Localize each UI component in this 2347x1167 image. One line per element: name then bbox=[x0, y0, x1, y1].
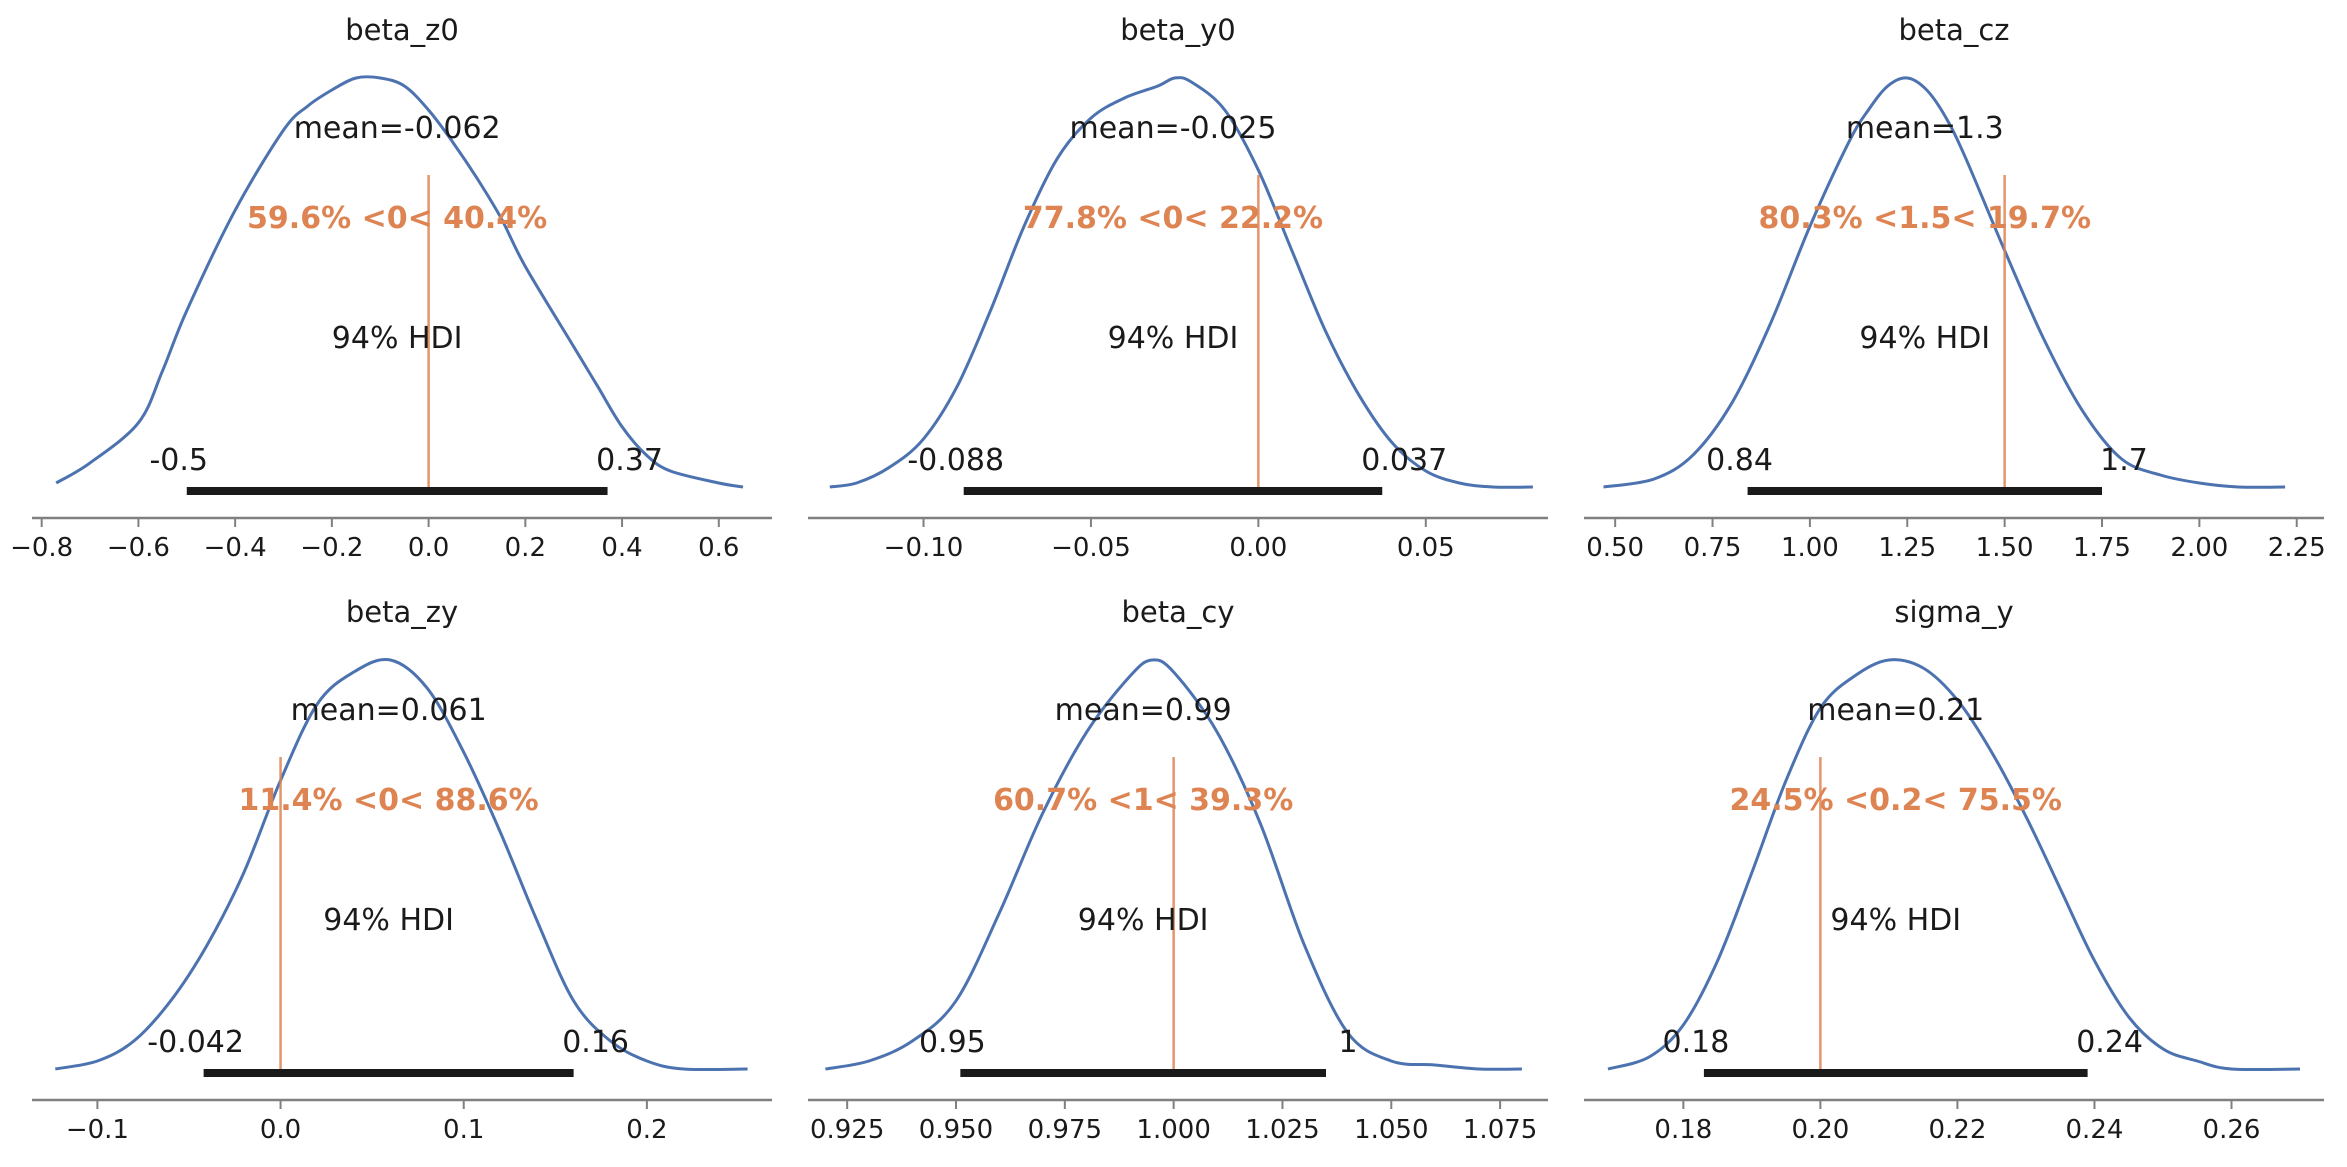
hdi-lower-label: -0.5 bbox=[149, 443, 208, 478]
x-tick-label: 0.0 bbox=[260, 1115, 301, 1145]
density-curve bbox=[55, 657, 748, 1072]
hdi-upper-label: 1 bbox=[1338, 1025, 1357, 1060]
x-tick-label: 2.00 bbox=[2170, 533, 2228, 563]
mean-label: mean=0.21 bbox=[1807, 693, 1984, 728]
hdi-lower-label: 0.18 bbox=[1663, 1025, 1730, 1060]
x-tick-label: 1.075 bbox=[1463, 1115, 1537, 1145]
panel-title: beta_cy bbox=[1122, 595, 1235, 629]
posterior-panel-beta_z0: beta_z0 mean=-0.062 59.6% <0< 40.4% 94% HDI… bbox=[10, 13, 772, 563]
x-tick-label: 1.025 bbox=[1245, 1115, 1319, 1145]
panel-title: beta_z0 bbox=[345, 13, 459, 47]
x-tick-label: 0.22 bbox=[1928, 1115, 1986, 1145]
panel-title: beta_cz bbox=[1898, 13, 2009, 47]
reference-percent-label: 80.3% <1.5< 19.7% bbox=[1759, 201, 2091, 236]
hdi-label: 94% HDI bbox=[1830, 903, 1961, 938]
reference-percent-label: 59.6% <0< 40.4% bbox=[247, 201, 547, 236]
reference-percent-label: 24.5% <0.2< 75.5% bbox=[1730, 783, 2062, 818]
x-tick-label: −0.05 bbox=[1051, 533, 1131, 563]
posterior-panel-sigma_y: sigma_y mean=0.21 24.5% <0.2< 75.5% 94% HDI… bbox=[1584, 595, 2324, 1145]
mean-label: mean=0.99 bbox=[1055, 693, 1232, 728]
x-tick-label: 1.000 bbox=[1136, 1115, 1210, 1145]
x-tick-label: −0.4 bbox=[204, 533, 267, 563]
x-tick-label: 1.75 bbox=[2073, 533, 2131, 563]
reference-percent-label: 60.7% <1< 39.3% bbox=[993, 783, 1293, 818]
x-tick-label: 0.0 bbox=[408, 533, 449, 563]
x-tick-label: −0.2 bbox=[300, 533, 363, 563]
x-tick-label: 1.00 bbox=[1781, 533, 1839, 563]
reference-percent-label: 77.8% <0< 22.2% bbox=[1023, 201, 1323, 236]
mean-label: mean=-0.062 bbox=[294, 111, 501, 146]
density-curve bbox=[1607, 658, 2301, 1072]
hdi-lower-label: 0.84 bbox=[1706, 443, 1773, 478]
x-tick-label: 0.1 bbox=[443, 1115, 484, 1145]
hdi-upper-label: 0.037 bbox=[1361, 443, 1447, 478]
x-tick-label: 1.050 bbox=[1354, 1115, 1428, 1145]
x-tick-label: −0.1 bbox=[66, 1115, 129, 1145]
hdi-label: 94% HDI bbox=[332, 321, 463, 356]
hdi-lower-label: -0.088 bbox=[907, 443, 1004, 478]
x-tick-label: 0.2 bbox=[626, 1115, 667, 1145]
hdi-label: 94% HDI bbox=[1078, 903, 1209, 938]
x-tick-label: 0.925 bbox=[810, 1115, 884, 1145]
density-curve bbox=[1603, 76, 2286, 489]
posterior-panel-beta_cz: beta_cz mean=1.3 80.3% <1.5< 19.7% 94% HDI 0… bbox=[1584, 13, 2326, 563]
hdi-label: 94% HDI bbox=[323, 903, 454, 938]
density-curve bbox=[55, 75, 744, 489]
hdi-upper-label: 0.37 bbox=[596, 443, 663, 478]
x-tick-label: −0.6 bbox=[107, 533, 170, 563]
x-tick-label: 0.24 bbox=[2066, 1115, 2124, 1145]
hdi-upper-label: 0.16 bbox=[562, 1025, 629, 1060]
x-tick-label: 2.25 bbox=[2268, 533, 2326, 563]
x-tick-label: 0.6 bbox=[698, 533, 739, 563]
x-tick-label: 0.20 bbox=[1791, 1115, 1849, 1145]
reference-percent-label: 11.4% <0< 88.6% bbox=[239, 783, 539, 818]
hdi-lower-label: -0.042 bbox=[147, 1025, 244, 1060]
posterior-panel-beta_zy: beta_zy mean=0.061 11.4% <0< 88.6% 94% HDI -… bbox=[32, 595, 772, 1145]
x-tick-label: 0.50 bbox=[1586, 533, 1644, 563]
x-tick-label: −0.10 bbox=[884, 533, 964, 563]
mean-label: mean=0.061 bbox=[291, 693, 487, 728]
x-tick-label: 1.25 bbox=[1878, 533, 1936, 563]
x-tick-label: 0.18 bbox=[1654, 1115, 1712, 1145]
panel-title: beta_y0 bbox=[1120, 13, 1236, 47]
panel-title: beta_zy bbox=[346, 595, 458, 629]
hdi-upper-label: 1.7 bbox=[2100, 443, 2148, 478]
x-tick-label: 0.975 bbox=[1028, 1115, 1102, 1145]
density-curve bbox=[829, 76, 1533, 489]
hdi-label: 94% HDI bbox=[1859, 321, 1990, 356]
x-tick-label: 0.950 bbox=[919, 1115, 993, 1145]
hdi-label: 94% HDI bbox=[1108, 321, 1239, 356]
mean-label: mean=-0.025 bbox=[1070, 111, 1277, 146]
x-tick-label: 0.00 bbox=[1229, 533, 1287, 563]
panel-title: sigma_y bbox=[1894, 595, 2013, 629]
hdi-upper-label: 0.24 bbox=[2076, 1025, 2143, 1060]
x-tick-label: 0.2 bbox=[505, 533, 546, 563]
mean-label: mean=1.3 bbox=[1846, 111, 2004, 146]
x-tick-label: 0.26 bbox=[2203, 1115, 2261, 1145]
x-tick-label: 0.4 bbox=[601, 533, 642, 563]
x-tick-label: 0.05 bbox=[1397, 533, 1455, 563]
posterior-panel-beta_cy: beta_cy mean=0.99 60.7% <1< 39.3% 94% HDI 0.… bbox=[808, 595, 1548, 1145]
x-tick-label: −0.8 bbox=[10, 533, 73, 563]
posterior-panel-beta_y0: beta_y0 mean=-0.025 77.8% <0< 22.2% 94% HDI… bbox=[808, 13, 1548, 563]
x-tick-label: 1.50 bbox=[1976, 533, 2034, 563]
density-curve bbox=[825, 658, 1522, 1071]
x-tick-label: 0.75 bbox=[1684, 533, 1742, 563]
hdi-lower-label: 0.95 bbox=[919, 1025, 986, 1060]
